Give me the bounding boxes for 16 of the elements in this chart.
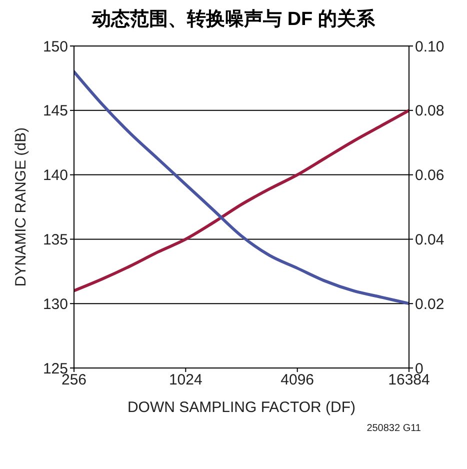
y-tick-label: 130 (42, 296, 68, 313)
y-tick-label: 140 (42, 167, 68, 184)
y2-tick-label: 0.10 (415, 38, 444, 56)
y2-tick-label: 0.08 (415, 102, 444, 120)
x-tick-label: 4096 (280, 372, 314, 389)
y-axis-title: DYNAMIC RANGE (dB) (12, 127, 30, 287)
y2-tick-label: 0.06 (415, 167, 444, 184)
y-tick-label: 145 (42, 102, 68, 120)
y-tick-label: 135 (42, 232, 68, 249)
text: 250832 G11 (366, 423, 421, 434)
x-axis-title: DOWN SAMPLING FACTOR (DF) (127, 399, 356, 416)
y2-tick-label: 0.02 (415, 296, 444, 313)
chart-title: 动态范围、转换噪声与 DF 的关系 (90, 8, 376, 32)
y-tick-label: 150 (42, 38, 68, 56)
y2-tick-label: 0.04 (415, 232, 444, 249)
x-tick-label: 1024 (168, 372, 202, 389)
